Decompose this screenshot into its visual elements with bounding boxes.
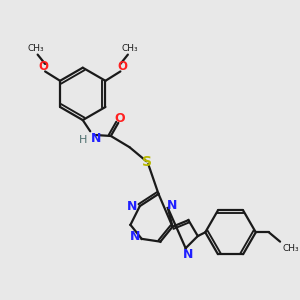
Text: CH₃: CH₃ (27, 44, 44, 53)
Text: N: N (167, 199, 178, 212)
Text: S: S (142, 155, 152, 169)
Text: O: O (117, 60, 127, 73)
Text: CH₃: CH₃ (283, 244, 299, 253)
Text: H: H (79, 135, 87, 145)
Text: N: N (130, 230, 140, 242)
Text: O: O (38, 60, 48, 73)
Text: O: O (115, 112, 125, 125)
Text: N: N (127, 200, 137, 213)
Text: N: N (91, 132, 101, 145)
Text: N: N (183, 248, 194, 261)
Text: CH₃: CH₃ (122, 44, 138, 53)
